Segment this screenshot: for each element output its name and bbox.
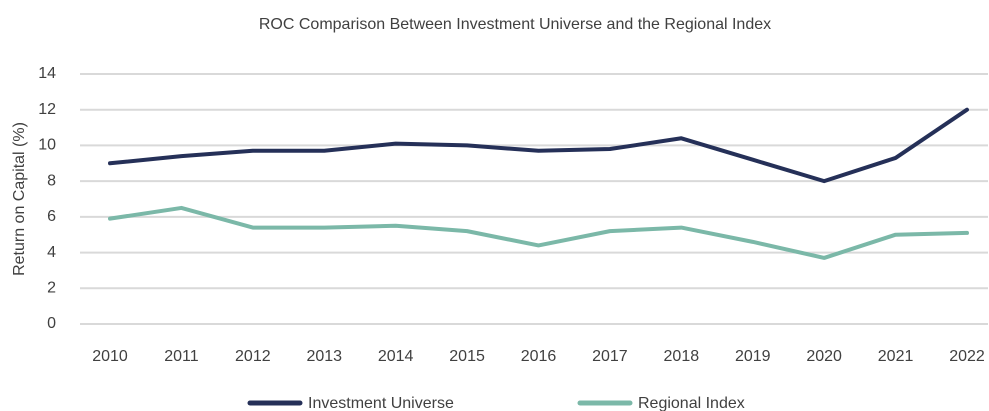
x-tick-label: 2018 [664,348,700,365]
y-tick-label: 4 [47,244,56,261]
x-tick-label: 2013 [306,348,342,365]
y-tick-label: 14 [38,65,56,82]
series-line [108,205,969,260]
y-tick-label: 12 [38,101,56,118]
y-tick-label: 2 [47,280,56,297]
series-line [108,107,969,184]
y-tick-label: 10 [38,137,56,154]
y-tick-label: 6 [47,208,56,225]
x-tick-label: 2011 [164,348,199,365]
x-tick-label: 2020 [806,348,842,365]
legend-label: Investment Universe [308,395,454,411]
x-tick-label: 2017 [592,348,628,365]
legend-label: Regional Index [638,395,745,411]
x-tick-label: 2016 [521,348,557,365]
x-tick-label: 2022 [949,348,985,365]
x-tick-label: 2010 [92,348,128,365]
x-tick-label: 2012 [235,348,271,365]
x-tick-label: 2015 [449,348,485,365]
y-axis-label: Return on Capital (%) [11,122,28,276]
x-tick-label: 2021 [878,348,914,365]
chart-title: ROC Comparison Between Investment Univer… [259,16,771,33]
y-tick-label: 0 [47,315,56,332]
x-tick-label: 2019 [735,348,771,365]
y-tick-label: 8 [47,172,56,189]
x-tick-label: 2014 [378,348,414,365]
